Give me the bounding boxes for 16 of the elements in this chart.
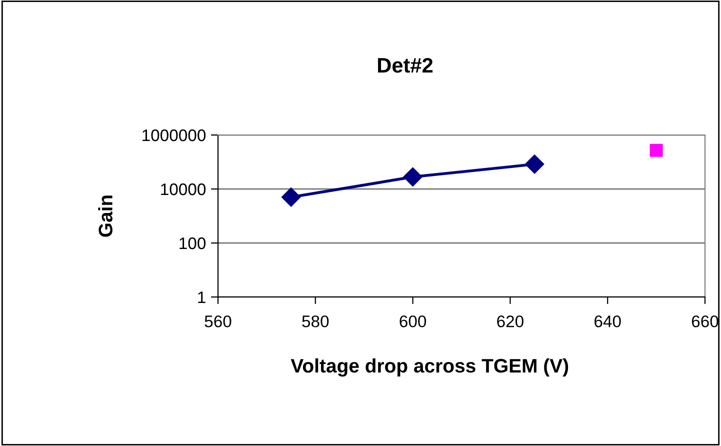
x-axis-title: Voltage drop across TGEM (V) <box>290 358 568 377</box>
point <box>282 188 301 207</box>
x-tick-label: 620 <box>497 315 524 328</box>
x-tick-label: 560 <box>204 315 232 328</box>
x-tick-label: 580 <box>302 315 329 328</box>
point <box>403 167 422 186</box>
y-tick-label: 10000 <box>161 183 206 196</box>
y-tick-label: 1 <box>198 292 206 304</box>
y-tick-label: 1000000 <box>142 129 206 142</box>
x-tick-label: 640 <box>594 315 621 328</box>
x-tick-label: 600 <box>400 315 426 328</box>
y-tick-label: 100 <box>180 237 206 250</box>
chart-title: Det#2 <box>378 58 433 73</box>
y-axis-title: Gain <box>98 196 112 237</box>
point <box>650 144 663 157</box>
point <box>525 154 544 174</box>
